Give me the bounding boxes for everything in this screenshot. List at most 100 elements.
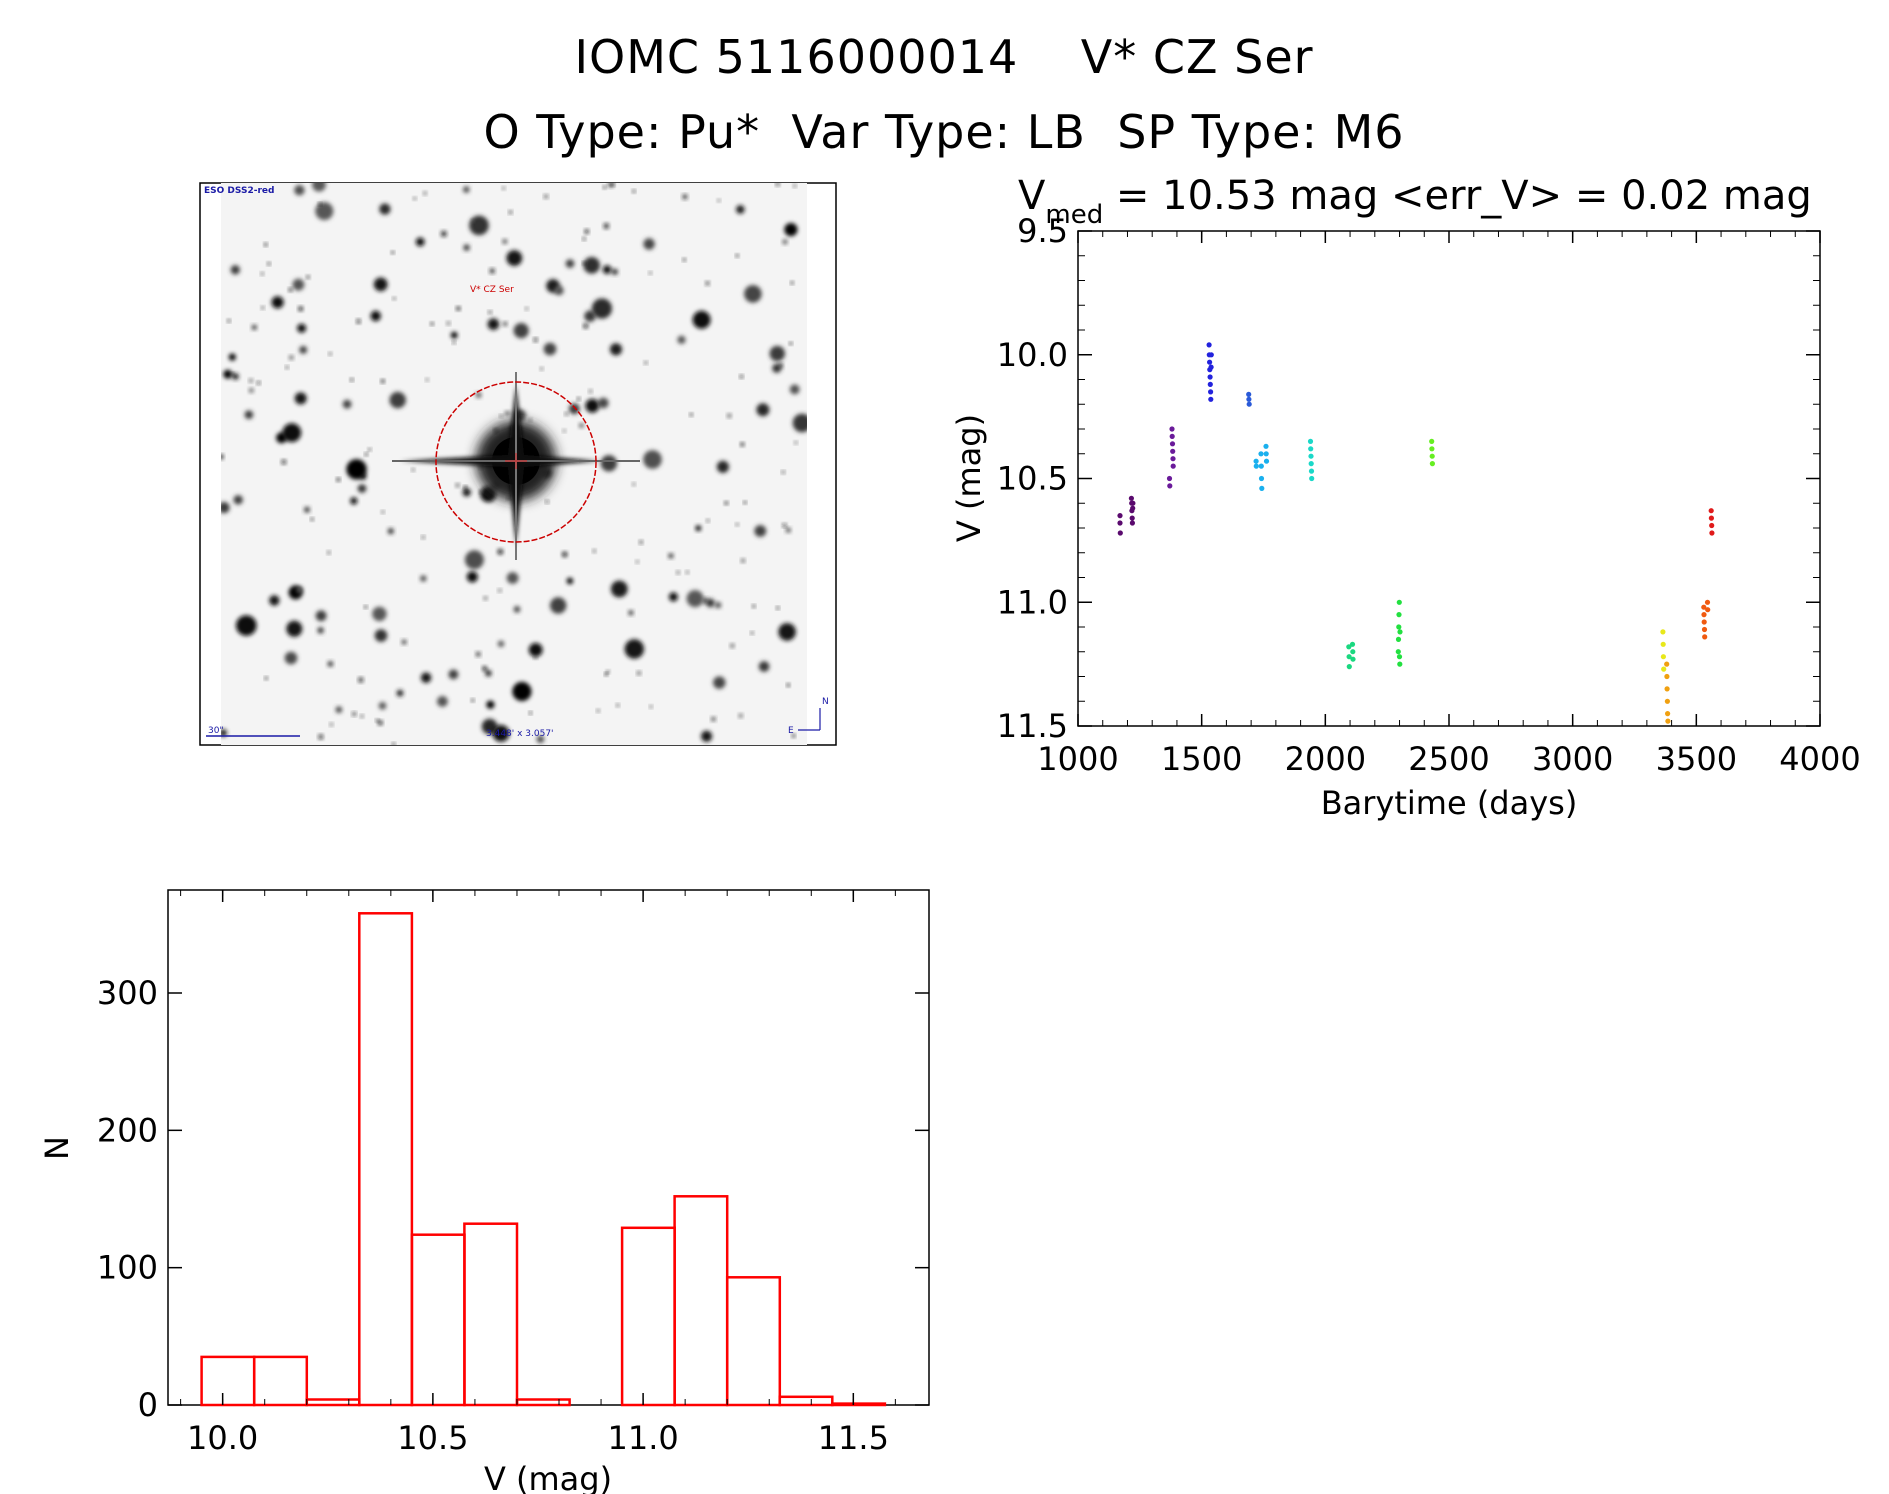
star-blob <box>350 378 354 382</box>
data-point <box>1170 463 1176 469</box>
star-blob <box>562 429 566 433</box>
star-blob <box>692 310 711 329</box>
star-blob <box>544 194 548 199</box>
star-blob <box>282 423 302 443</box>
star-blob <box>244 410 254 420</box>
star-blob <box>352 712 357 716</box>
star-blob <box>471 698 475 702</box>
data-point <box>1396 599 1402 605</box>
star-blob <box>487 318 500 331</box>
star-blob <box>327 661 334 667</box>
data-point <box>1346 664 1352 670</box>
light-curve-chart: Vmed = 10.53 mag <err_V> = 0.02 mag 1000… <box>950 173 1861 822</box>
data-point <box>1350 649 1356 655</box>
star-blob <box>525 307 529 311</box>
x-tick-label: 11.0 <box>607 1419 678 1457</box>
data-point <box>1117 513 1123 519</box>
star-blob <box>603 185 606 189</box>
star-blob <box>577 397 581 401</box>
star-blob <box>533 337 538 342</box>
data-point <box>1429 461 1435 467</box>
light-curve-points <box>1117 342 1715 724</box>
star-blob <box>482 666 487 671</box>
star-blob <box>471 219 475 223</box>
star-blob <box>598 397 609 409</box>
data-point <box>1308 446 1314 452</box>
star-blob <box>738 713 743 718</box>
star-blob <box>512 681 532 702</box>
star-blob <box>503 321 508 326</box>
star-blob <box>686 590 704 608</box>
star-blob <box>463 485 467 490</box>
star-blob <box>327 551 331 555</box>
star-blob <box>529 418 532 422</box>
star-blob <box>364 452 368 456</box>
star-blob <box>392 297 396 300</box>
star-blob <box>236 615 257 636</box>
data-point <box>1130 505 1136 511</box>
star-blob <box>643 238 655 250</box>
star-blob <box>251 324 257 330</box>
histogram-bar <box>463 1222 519 1407</box>
star-blob <box>668 553 674 559</box>
star-blob <box>583 257 600 274</box>
star-blob <box>423 191 427 195</box>
data-point <box>1664 686 1670 692</box>
data-point <box>1117 520 1123 526</box>
star-blob <box>724 501 728 505</box>
histogram-bar <box>620 1226 676 1407</box>
star-blob <box>499 414 503 418</box>
data-point <box>1308 461 1314 467</box>
star-blob <box>794 441 798 445</box>
y-tick-label: 10.0 <box>997 336 1068 374</box>
star-blob <box>299 346 308 354</box>
star-blob <box>306 275 310 279</box>
star-blob <box>260 272 264 276</box>
data-point <box>1308 453 1314 459</box>
data-point <box>1664 673 1670 680</box>
data-point <box>1208 364 1214 370</box>
light-curve-x-ticks: 1000 1500 2000 2500 3000 3500 4000 <box>1037 231 1861 778</box>
star-blob <box>591 298 613 319</box>
star-blob <box>628 610 634 616</box>
star-blob <box>249 378 253 383</box>
data-point <box>1170 448 1176 454</box>
histogram-bar <box>410 1233 466 1407</box>
data-point <box>1263 443 1269 449</box>
y-tick-label: 10.5 <box>997 460 1068 498</box>
data-point <box>1702 634 1708 640</box>
x-tick-label: 3000 <box>1532 740 1613 778</box>
star-blob <box>744 285 762 303</box>
y-tick-label: 11.0 <box>997 583 1068 621</box>
star-blob <box>248 388 254 393</box>
star-blob <box>297 323 307 333</box>
star-blob <box>689 413 693 417</box>
star-blob <box>318 734 324 740</box>
star-blob <box>772 363 782 373</box>
star-blob <box>602 265 612 274</box>
star-blob <box>705 281 710 286</box>
compass-icon: N E <box>788 697 829 736</box>
star-blob <box>374 629 388 642</box>
data-point <box>1701 626 1708 633</box>
star-blob <box>632 189 636 193</box>
histogram-bar <box>358 912 414 1407</box>
star-blob <box>730 643 735 648</box>
x-tick-label: 4000 <box>1779 740 1860 778</box>
light-curve-plot-area <box>1077 230 1821 727</box>
star-blob <box>736 205 745 214</box>
star-blob <box>425 378 429 382</box>
y-tick-label: 0 <box>138 1386 158 1424</box>
star-blob <box>682 194 688 200</box>
data-point <box>1207 359 1213 365</box>
star-blob <box>350 497 358 505</box>
data-point <box>1246 391 1252 397</box>
star-blob <box>486 700 495 709</box>
star-blob <box>430 322 434 326</box>
star-blob <box>298 306 304 312</box>
histogram-bar <box>200 1355 256 1407</box>
star-blob <box>271 296 284 309</box>
star-blob <box>257 381 261 385</box>
star-blob <box>358 677 364 683</box>
star-blob <box>711 717 716 722</box>
